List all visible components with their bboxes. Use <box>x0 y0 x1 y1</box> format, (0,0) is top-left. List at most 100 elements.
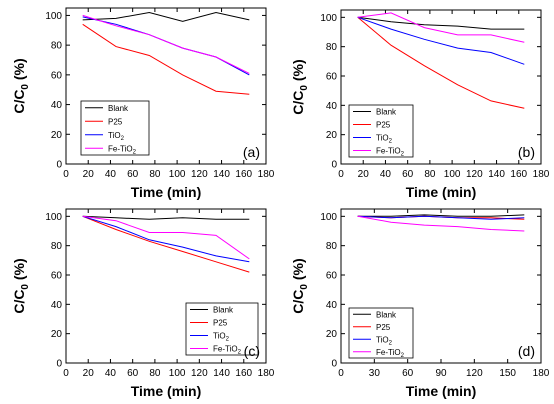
legend-label: P25 <box>213 319 228 328</box>
y-tick-label: 60 <box>326 271 338 282</box>
x-tick-label: 150 <box>499 368 516 379</box>
panel-label: (a) <box>243 144 260 160</box>
y-axis-title-suffix: (%) <box>11 258 27 284</box>
y-tick-label: 0 <box>331 359 337 370</box>
legend-box <box>185 302 259 356</box>
series-line-blank <box>357 16 525 30</box>
legend-label-subscript: 2 <box>238 350 242 356</box>
legend-label-subscript: 2 <box>389 139 393 145</box>
y-tick-label: 20 <box>326 329 338 340</box>
x-axis-title: Time (min) <box>131 184 202 200</box>
x-tick-label: 60 <box>127 368 139 379</box>
series-line-fe-tio2 <box>357 12 525 43</box>
x-tick-label: 30 <box>369 368 381 379</box>
series-line-fe-tio2 <box>357 215 525 232</box>
legend-label: Blank <box>376 310 397 319</box>
x-tick-label: 180 <box>533 169 550 180</box>
x-tick-label: 0 <box>338 169 344 180</box>
panel-label: (c) <box>244 343 260 359</box>
y-axis-title-suffix: (%) <box>290 258 306 284</box>
x-tick-label: 40 <box>380 169 392 180</box>
legend-label: Fe-TiO2 <box>376 147 405 158</box>
x-tick-label: 20 <box>83 368 95 379</box>
x-tick-label: 160 <box>510 169 527 180</box>
y-axis-title-main: C/C <box>11 290 27 314</box>
x-tick-label: 20 <box>358 169 370 180</box>
y-tick-label: 80 <box>51 241 63 252</box>
y-tick-label: 100 <box>320 13 337 24</box>
series-line-tio2 <box>82 16 250 76</box>
x-tick-label: 140 <box>488 169 505 180</box>
plot-frame <box>340 9 542 165</box>
x-tick-label: 120 <box>191 169 208 180</box>
legend-label: P25 <box>376 121 391 130</box>
plot-frame <box>65 208 267 364</box>
x-tick-label: 60 <box>402 169 414 180</box>
legend-label-main: TiO <box>213 332 226 341</box>
series-line-blank <box>357 214 525 217</box>
series-line-tio2 <box>82 215 250 263</box>
chart-panel-2: 0 20 40 60 80 100 120 140 160 180020406080100Time… <box>290 9 550 200</box>
legend-label: Blank <box>376 108 397 117</box>
legend-label-main: Fe-TiO <box>376 348 401 357</box>
legend-label-main: P25 <box>213 319 228 328</box>
x-tick-label: 40 <box>105 169 117 180</box>
chart-panel-3: 0 20 40 60 80 100 120 140 160 180020406080100Time… <box>11 208 275 399</box>
y-tick-label: 0 <box>56 359 62 370</box>
series-line-blank <box>82 11 250 22</box>
legend-label-subscript: 2 <box>401 353 405 359</box>
y-tick-label: 20 <box>51 130 63 141</box>
y-tick-label: 40 <box>51 100 63 111</box>
x-tick-label: 120 <box>466 169 483 180</box>
series-line-fe-tio2 <box>82 215 250 260</box>
y-axis-title-subscript: 0 <box>20 84 31 90</box>
y-tick-label: 40 <box>51 300 63 311</box>
legend-label-main: P25 <box>376 323 391 332</box>
x-tick-label: 0 <box>63 169 69 180</box>
y-axis-title-subscript: 0 <box>299 284 310 290</box>
y-axis-title-main: C/C <box>290 91 306 115</box>
y-tick-label: 0 <box>331 160 337 171</box>
legend-label-main: Fe-TiO <box>108 144 133 153</box>
y-axis-title: C/C0 (%) <box>11 258 31 313</box>
legend-label: TiO2 <box>376 134 393 145</box>
legend-label-subscript: 2 <box>133 149 137 155</box>
series-line-tio2 <box>357 215 525 220</box>
y-tick-label: 40 <box>326 101 338 112</box>
legend: Blank P25 TiO2 Fe-TiO2 <box>348 307 414 359</box>
legend-label-main: TiO <box>376 134 389 143</box>
legend-box <box>348 104 414 158</box>
legend-label: Blank <box>213 306 234 315</box>
y-tick-label: 0 <box>56 160 62 171</box>
y-tick-label: 100 <box>320 212 337 223</box>
x-tick-label: 180 <box>258 368 275 379</box>
legend-label-subscript: 2 <box>401 152 405 158</box>
legend-label: P25 <box>376 323 391 332</box>
legend-label-main: TiO <box>376 335 389 344</box>
legend-label: Blank <box>108 104 129 113</box>
y-tick-label: 20 <box>326 130 338 141</box>
y-axis-title-subscript: 0 <box>299 85 310 91</box>
y-tick-label: 80 <box>326 42 338 53</box>
x-axis-title: Time (min) <box>406 383 477 399</box>
y-tick-label: 60 <box>51 271 63 282</box>
x-tick-label: 160 <box>235 169 252 180</box>
y-tick-label: 100 <box>45 212 62 223</box>
series-line-blank <box>82 215 250 220</box>
y-tick-label: 80 <box>51 41 63 52</box>
y-axis-title-main: C/C <box>290 290 306 314</box>
legend-label-main: P25 <box>108 117 123 126</box>
x-tick-label: 160 <box>235 368 252 379</box>
x-tick-label: 20 <box>83 169 95 180</box>
series-line-tio2 <box>357 16 525 65</box>
y-axis-title-suffix: (%) <box>290 59 306 85</box>
legend-label-subscript: 2 <box>121 136 125 142</box>
legend-label: TiO2 <box>108 131 125 142</box>
y-axis-title: C/C0 (%) <box>11 58 31 113</box>
x-axis-title: Time (min) <box>406 184 477 200</box>
legend-label: TiO2 <box>376 335 393 346</box>
